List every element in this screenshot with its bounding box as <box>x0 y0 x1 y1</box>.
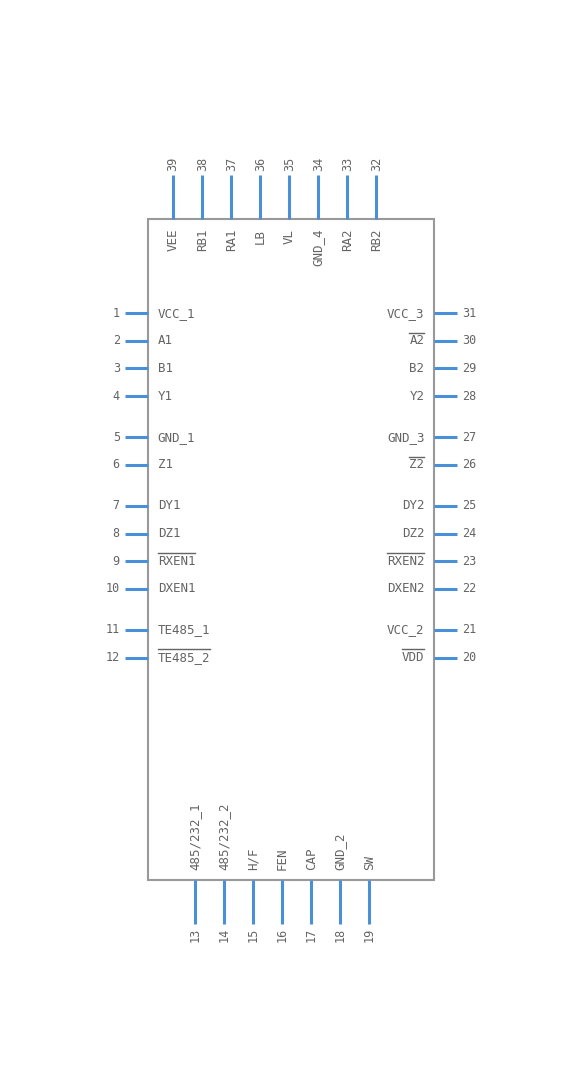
Text: GND_1: GND_1 <box>158 431 195 444</box>
Text: 31: 31 <box>462 307 477 320</box>
Text: TE485_1: TE485_1 <box>158 623 210 636</box>
Bar <box>148 219 434 880</box>
Text: GND_2: GND_2 <box>334 832 347 870</box>
Text: 32: 32 <box>370 157 383 171</box>
Text: B2: B2 <box>410 362 424 375</box>
Text: 36: 36 <box>254 157 267 171</box>
Text: VL: VL <box>283 228 296 244</box>
Text: VCC_1: VCC_1 <box>158 307 195 320</box>
Text: 485/232_1: 485/232_1 <box>189 803 202 870</box>
Text: Y1: Y1 <box>158 390 173 403</box>
Text: 27: 27 <box>462 431 477 444</box>
Text: 10: 10 <box>106 582 120 595</box>
Text: 19: 19 <box>363 928 376 942</box>
Text: Y2: Y2 <box>410 390 424 403</box>
Text: A2: A2 <box>410 334 424 347</box>
Text: DXEN2: DXEN2 <box>387 582 424 595</box>
Text: 15: 15 <box>247 928 260 942</box>
Text: 18: 18 <box>334 928 347 942</box>
Text: 485/232_2: 485/232_2 <box>218 803 231 870</box>
Text: DY1: DY1 <box>158 499 180 512</box>
Text: 5: 5 <box>112 431 120 444</box>
Text: B1: B1 <box>158 362 173 375</box>
Text: 20: 20 <box>462 651 477 664</box>
Text: DZ2: DZ2 <box>402 527 424 540</box>
Text: 30: 30 <box>462 334 477 347</box>
Text: VDD: VDD <box>402 651 424 664</box>
Text: 3: 3 <box>112 362 120 375</box>
Text: GND_3: GND_3 <box>387 431 424 444</box>
Text: 26: 26 <box>462 458 477 471</box>
Text: 13: 13 <box>189 928 202 942</box>
Text: 21: 21 <box>462 623 477 636</box>
Text: VCC_3: VCC_3 <box>387 307 424 320</box>
Text: RA2: RA2 <box>341 228 354 251</box>
Text: Z1: Z1 <box>158 458 173 471</box>
Text: 25: 25 <box>462 499 477 512</box>
Text: VCC_2: VCC_2 <box>387 623 424 636</box>
Text: 38: 38 <box>196 157 208 171</box>
Text: 29: 29 <box>462 362 477 375</box>
Text: 12: 12 <box>106 651 120 664</box>
Text: RXEN1: RXEN1 <box>158 555 195 568</box>
Text: VEE: VEE <box>166 228 179 251</box>
Text: 9: 9 <box>112 555 120 568</box>
Text: TE485_2: TE485_2 <box>158 651 210 664</box>
Text: DZ1: DZ1 <box>158 527 180 540</box>
Text: 37: 37 <box>225 157 238 171</box>
Text: RA1: RA1 <box>225 228 238 251</box>
Text: 11: 11 <box>106 623 120 636</box>
Text: 4: 4 <box>112 390 120 403</box>
Text: 39: 39 <box>166 157 179 171</box>
Text: 24: 24 <box>462 527 477 540</box>
Text: 16: 16 <box>276 928 289 942</box>
Text: 33: 33 <box>341 157 354 171</box>
Text: DY2: DY2 <box>402 499 424 512</box>
Text: DXEN1: DXEN1 <box>158 582 195 595</box>
Text: FEN: FEN <box>276 848 289 870</box>
Text: LB: LB <box>254 228 267 244</box>
Text: 2: 2 <box>112 334 120 347</box>
Text: RXEN2: RXEN2 <box>387 555 424 568</box>
Text: 14: 14 <box>218 928 231 942</box>
Text: 22: 22 <box>462 582 477 595</box>
Text: 7: 7 <box>112 499 120 512</box>
Text: 17: 17 <box>305 928 318 942</box>
Text: 8: 8 <box>112 527 120 540</box>
Text: CAP: CAP <box>305 848 318 870</box>
Text: 1: 1 <box>112 307 120 320</box>
Text: RB1: RB1 <box>196 228 208 251</box>
Text: Z2: Z2 <box>410 458 424 471</box>
Text: 34: 34 <box>312 157 325 171</box>
Text: A1: A1 <box>158 334 173 347</box>
Text: 28: 28 <box>462 390 477 403</box>
Text: GND_4: GND_4 <box>312 228 325 267</box>
Text: 6: 6 <box>112 458 120 471</box>
Text: RB2: RB2 <box>370 228 383 251</box>
Text: H/F: H/F <box>247 848 260 870</box>
Text: 35: 35 <box>283 157 296 171</box>
Text: 23: 23 <box>462 555 477 568</box>
Text: SW: SW <box>363 855 376 870</box>
